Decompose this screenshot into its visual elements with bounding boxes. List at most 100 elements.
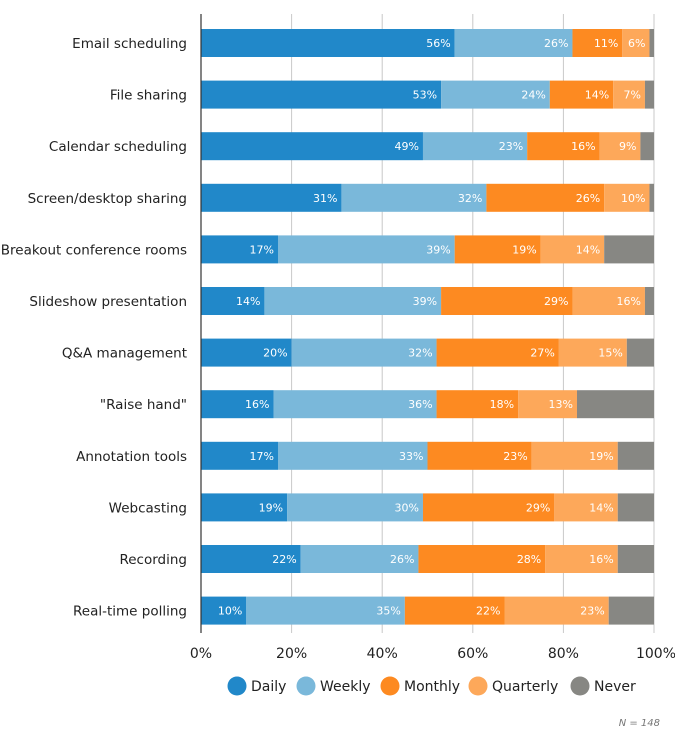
bar-value-label: 14% xyxy=(585,89,609,102)
bar-segment-quarterly xyxy=(540,235,605,264)
bar-value-label: 7% xyxy=(623,89,640,102)
category-label: Slideshow presentation xyxy=(29,294,187,310)
bar-value-label: 39% xyxy=(426,243,450,256)
bar-segment-quarterly xyxy=(531,441,618,470)
legend-label: Never xyxy=(594,679,636,695)
bar-value-label: 27% xyxy=(530,347,554,360)
bar-segment-daily xyxy=(201,493,288,522)
bar-segment-never xyxy=(644,80,654,109)
legend-item-monthly[interactable]: Monthly xyxy=(380,676,461,696)
bar-segment-quarterly xyxy=(518,390,577,419)
legend-swatch-icon xyxy=(570,676,590,696)
bar-value-label: 22% xyxy=(272,553,296,566)
bar-value-label: 17% xyxy=(250,243,274,256)
bar-value-label: 16% xyxy=(245,398,269,411)
bar-segment-weekly xyxy=(278,441,428,470)
bar-segment-never xyxy=(617,493,654,522)
sample-size-note: N = 148 xyxy=(619,718,660,729)
bar-value-label: 56% xyxy=(426,37,450,50)
bar-value-label: 28% xyxy=(517,553,541,566)
category-label: Screen/desktop sharing xyxy=(28,191,187,207)
bar-value-label: 26% xyxy=(390,553,414,566)
bar-value-label: 16% xyxy=(616,295,640,308)
bar-segment-weekly xyxy=(291,338,437,367)
bar-segment-monthly xyxy=(527,132,600,161)
legend-item-weekly[interactable]: Weekly xyxy=(296,676,371,696)
bar-segment-weekly xyxy=(246,596,405,625)
bar-value-label: 10% xyxy=(621,192,645,205)
x-tick-label: 100% xyxy=(636,646,675,662)
bar-segment-quarterly xyxy=(622,29,650,57)
bar-segment-monthly xyxy=(422,493,555,522)
legend-label: Weekly xyxy=(320,679,371,695)
category-label: Annotation tools xyxy=(76,449,187,465)
bar-segment-daily xyxy=(201,80,442,109)
bar-segment-monthly xyxy=(454,235,541,264)
bar-value-label: 18% xyxy=(490,398,514,411)
bar-segment-monthly xyxy=(572,29,623,57)
bar-value-label: 19% xyxy=(259,501,283,514)
legend-item-never[interactable]: Never xyxy=(570,676,636,696)
category-label: Calendar scheduling xyxy=(49,139,187,155)
legend-item-daily[interactable]: Daily xyxy=(227,676,287,696)
x-tick-label: 0% xyxy=(190,646,212,662)
bar-value-label: 6% xyxy=(628,37,645,50)
legend-item-quarterly[interactable]: Quarterly xyxy=(468,676,559,696)
x-axis-ticks: 0% 20% 40% 60% 80% 100% xyxy=(190,646,675,662)
bar-segment-monthly xyxy=(418,545,546,573)
bar-value-label: 20% xyxy=(263,347,287,360)
bar-value-label: 32% xyxy=(408,347,432,360)
bar-segment-weekly xyxy=(287,493,423,522)
bar-segment-monthly xyxy=(436,390,519,419)
x-tick-label: 40% xyxy=(367,646,398,662)
category-label: Recording xyxy=(119,552,187,568)
bar-segment-monthly xyxy=(549,80,614,109)
bar-segment-monthly xyxy=(436,338,559,367)
category-label: "Raise hand" xyxy=(100,397,187,413)
bar-segment-daily xyxy=(201,596,247,625)
bar-segment-never xyxy=(649,183,654,212)
bar-segment-never xyxy=(617,441,654,470)
legend-swatch-icon xyxy=(468,676,488,696)
bar-value-label: 49% xyxy=(395,140,419,153)
bar-segment-daily xyxy=(201,441,279,470)
bar-segment-quarterly xyxy=(504,596,609,625)
bar-value-label: 10% xyxy=(218,605,242,618)
bar-value-label: 35% xyxy=(376,605,400,618)
bar-segment-weekly xyxy=(278,235,455,264)
bar-value-label: 29% xyxy=(526,501,550,514)
legend-label: Daily xyxy=(251,679,286,695)
bars: 56% 26% 11% 6% 53% 24% 14% 7% 49% 23% 16% 9% 31% 32% 2… xyxy=(201,29,654,625)
bar-segment-never xyxy=(617,545,654,573)
bar-segment-monthly xyxy=(441,287,573,315)
category-labels: Email scheduling File sharing Calendar sch… xyxy=(1,36,187,620)
bar-segment-weekly xyxy=(422,132,528,161)
bar-segment-weekly xyxy=(300,545,419,573)
legend-swatch-icon xyxy=(227,676,247,696)
bar-segment-never xyxy=(640,132,654,161)
bar-segment-quarterly xyxy=(558,338,627,367)
bar-value-label: 32% xyxy=(458,192,482,205)
bar-value-label: 30% xyxy=(395,501,419,514)
bar-segment-daily xyxy=(201,29,455,57)
bar-value-label: 19% xyxy=(512,243,536,256)
bar-segment-weekly xyxy=(273,390,437,419)
category-label: Breakout conference rooms xyxy=(1,242,187,258)
bar-segment-monthly xyxy=(404,596,505,625)
bar-segment-quarterly xyxy=(599,132,641,161)
bar-segment-never xyxy=(576,390,654,419)
category-label: File sharing xyxy=(110,88,187,104)
bar-value-label: 33% xyxy=(399,450,423,463)
bar-segment-daily xyxy=(201,183,342,212)
legend-label: Quarterly xyxy=(492,679,558,695)
bar-value-label: 16% xyxy=(589,553,613,566)
gridlines xyxy=(291,14,655,633)
bar-value-label: 11% xyxy=(594,37,618,50)
category-label: Webcasting xyxy=(109,500,187,516)
bar-value-label: 19% xyxy=(589,450,613,463)
bar-value-label: 14% xyxy=(589,501,613,514)
legend-swatch-icon xyxy=(380,676,400,696)
bar-segment-monthly xyxy=(427,441,532,470)
bar-segment-never xyxy=(608,596,654,625)
bar-value-label: 9% xyxy=(619,140,636,153)
